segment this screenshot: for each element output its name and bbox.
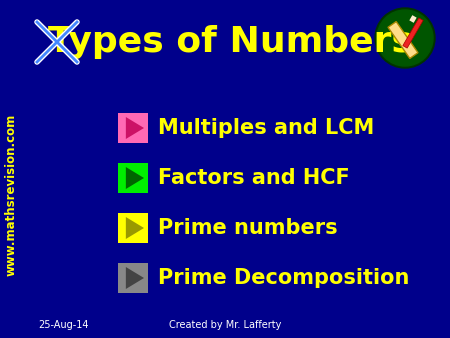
- Text: 25-Aug-14: 25-Aug-14: [38, 320, 89, 330]
- FancyBboxPatch shape: [118, 263, 148, 293]
- Circle shape: [375, 8, 435, 68]
- Text: Prime numbers: Prime numbers: [158, 218, 338, 238]
- Polygon shape: [126, 167, 144, 189]
- FancyBboxPatch shape: [118, 213, 148, 243]
- Circle shape: [377, 10, 433, 66]
- FancyBboxPatch shape: [118, 113, 148, 143]
- Polygon shape: [126, 117, 144, 139]
- Text: Created by Mr. Lafferty: Created by Mr. Lafferty: [169, 320, 281, 330]
- Polygon shape: [126, 267, 144, 289]
- FancyBboxPatch shape: [118, 163, 148, 193]
- Text: Factors and HCF: Factors and HCF: [158, 168, 350, 188]
- Polygon shape: [403, 18, 423, 48]
- Text: Types of Numbers: Types of Numbers: [48, 25, 413, 59]
- Polygon shape: [410, 15, 417, 23]
- Text: www.mathsrevision.com: www.mathsrevision.com: [4, 114, 18, 276]
- Text: Prime Decomposition: Prime Decomposition: [158, 268, 410, 288]
- Polygon shape: [388, 22, 418, 58]
- Text: Multiples and LCM: Multiples and LCM: [158, 118, 374, 138]
- Polygon shape: [126, 217, 144, 239]
